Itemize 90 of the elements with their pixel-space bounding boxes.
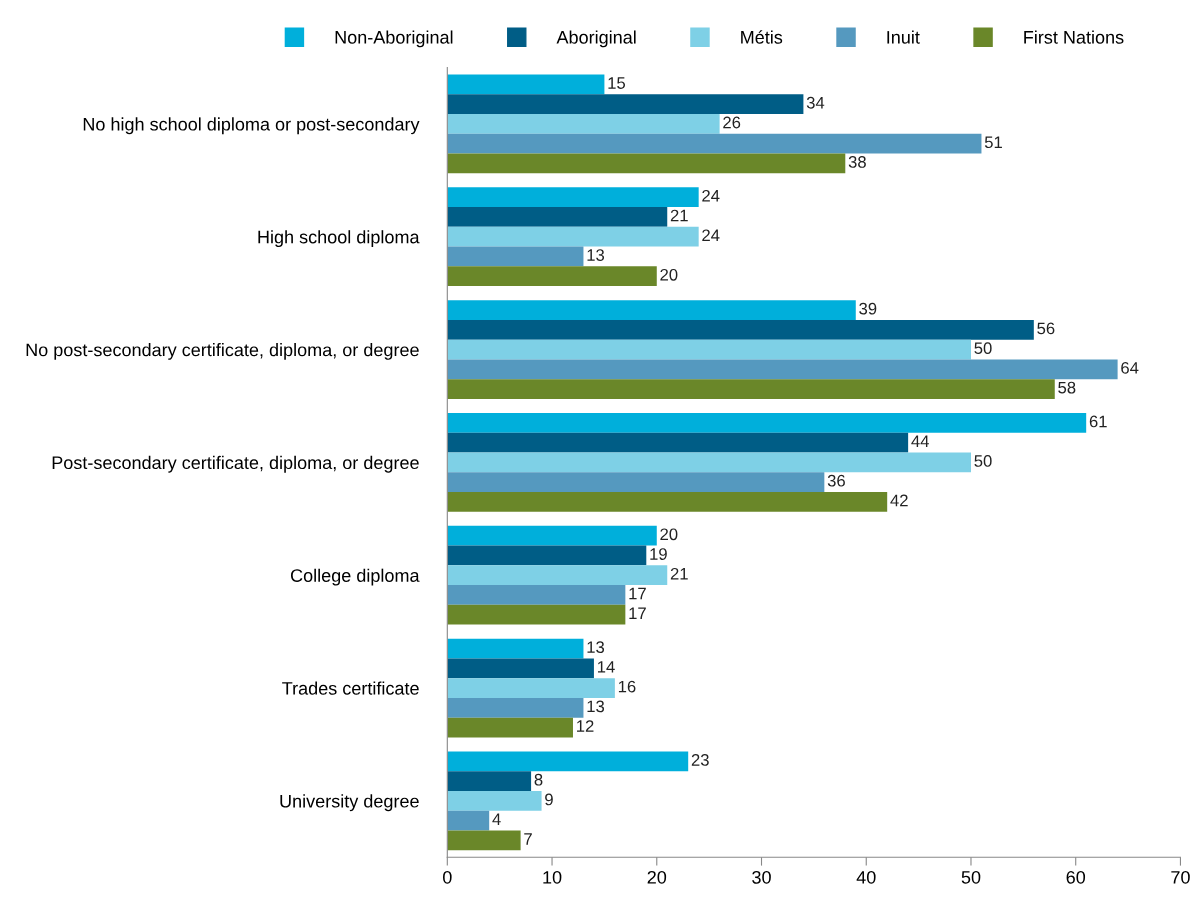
bar bbox=[447, 379, 1055, 399]
bar bbox=[447, 472, 825, 492]
bar bbox=[447, 359, 1118, 380]
x-tick-label: 50 bbox=[961, 870, 981, 884]
x-tick-label: 70 bbox=[1171, 870, 1190, 884]
data-label: 12 bbox=[577, 720, 594, 732]
y-tick-label: No post-secondary certificate, diploma, or degree bbox=[26, 343, 419, 360]
bar bbox=[447, 226, 699, 247]
data-label: 21 bbox=[670, 209, 688, 222]
data-label: 16 bbox=[618, 680, 636, 693]
data-label: 19 bbox=[650, 548, 667, 560]
bar bbox=[447, 585, 626, 605]
bar bbox=[447, 133, 982, 154]
bar bbox=[447, 300, 856, 320]
x-tick-label: 0 bbox=[442, 870, 452, 884]
bar bbox=[447, 187, 699, 208]
data-label: 44 bbox=[911, 435, 929, 447]
bar bbox=[447, 771, 532, 791]
data-label: 17 bbox=[629, 587, 646, 600]
data-label: 64 bbox=[1121, 361, 1139, 374]
data-label: 58 bbox=[1058, 381, 1076, 394]
data-label: 14 bbox=[597, 661, 615, 673]
data-label: 50 bbox=[974, 455, 992, 467]
legend-label: Inuit bbox=[887, 30, 920, 44]
y-tick-label: High school diploma bbox=[258, 230, 420, 248]
data-label: 21 bbox=[670, 567, 688, 580]
bar bbox=[447, 545, 647, 566]
x-tick-label: 40 bbox=[856, 870, 876, 884]
data-label: 38 bbox=[848, 156, 866, 168]
data-label: 61 bbox=[1089, 415, 1107, 428]
data-label: 20 bbox=[660, 268, 678, 281]
y-tick-label: College diploma bbox=[290, 568, 420, 586]
bar bbox=[447, 452, 971, 473]
bar bbox=[447, 413, 1087, 433]
bar bbox=[447, 432, 909, 453]
data-label: 42 bbox=[890, 494, 908, 507]
data-label: 13 bbox=[587, 700, 605, 713]
bar bbox=[447, 319, 1034, 340]
data-label: 39 bbox=[859, 302, 877, 315]
data-label: 4 bbox=[492, 813, 501, 825]
data-label: 17 bbox=[629, 607, 646, 620]
bar bbox=[447, 790, 542, 811]
x-tick-label: 20 bbox=[647, 870, 667, 884]
legend-label: Métis bbox=[741, 30, 783, 44]
data-label: 13 bbox=[587, 641, 605, 654]
data-label: 26 bbox=[723, 116, 741, 129]
y-tick-label: Post-secondary certificate, diploma, or degree bbox=[52, 455, 419, 473]
data-label: 15 bbox=[608, 77, 626, 89]
bar bbox=[447, 697, 584, 718]
x-tick-label: 10 bbox=[543, 870, 562, 884]
data-label: 34 bbox=[806, 96, 825, 109]
bar bbox=[447, 339, 971, 360]
bar bbox=[447, 717, 573, 738]
data-label: 9 bbox=[545, 793, 553, 806]
bar bbox=[447, 525, 657, 546]
data-label: 13 bbox=[587, 249, 605, 261]
bar bbox=[447, 565, 668, 586]
legend-label: Aboriginal bbox=[556, 30, 636, 48]
bar bbox=[447, 492, 888, 512]
data-label: 7 bbox=[524, 833, 532, 845]
bar bbox=[447, 114, 720, 134]
bar bbox=[447, 94, 804, 115]
data-label: 8 bbox=[534, 773, 543, 786]
bar bbox=[447, 638, 584, 659]
data-label: 20 bbox=[660, 528, 678, 541]
bar bbox=[447, 207, 668, 227]
y-tick-label: Trades certificate bbox=[282, 681, 419, 695]
data-label: 51 bbox=[984, 136, 1002, 149]
bar bbox=[447, 830, 521, 851]
data-label: 23 bbox=[691, 754, 709, 766]
x-tick-label: 60 bbox=[1066, 870, 1086, 884]
bar bbox=[447, 604, 626, 625]
y-tick-label: University degree bbox=[280, 794, 419, 812]
bar bbox=[447, 266, 657, 287]
bar bbox=[447, 751, 689, 772]
legend-label: First Nations bbox=[1024, 30, 1124, 44]
data-label: 56 bbox=[1037, 322, 1055, 335]
bar bbox=[447, 246, 584, 267]
bar bbox=[447, 810, 490, 831]
data-label: 50 bbox=[974, 342, 992, 355]
bar bbox=[447, 658, 594, 679]
data-label: 36 bbox=[827, 474, 845, 487]
y-tick-label: No high school diploma or post-secondary bbox=[83, 117, 420, 135]
bar bbox=[447, 678, 615, 698]
legend-label: Non-Aboriginal bbox=[335, 30, 453, 48]
x-tick-label: 30 bbox=[752, 870, 771, 884]
data-label: 24 bbox=[702, 189, 720, 202]
data-label: 24 bbox=[702, 229, 720, 242]
bar bbox=[447, 153, 846, 174]
bar bbox=[447, 74, 605, 95]
